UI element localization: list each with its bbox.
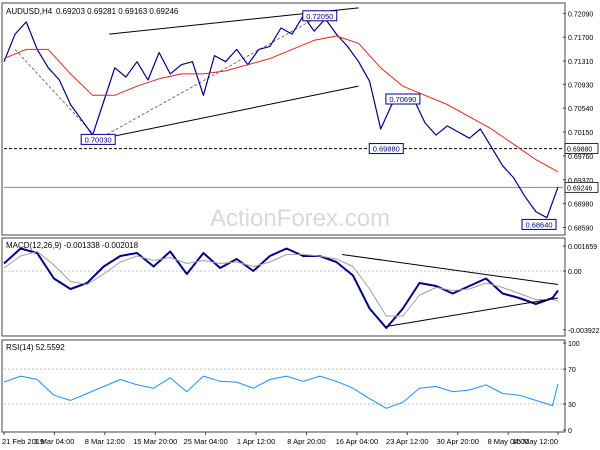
x-tick-label: 1 Apr 12:00 — [237, 437, 275, 446]
swing-connector — [97, 15, 320, 140]
trendline — [386, 297, 559, 327]
y-tick-label: 0.68590 — [568, 225, 593, 232]
annotation-box — [302, 10, 338, 22]
series-line-0 — [3, 247, 559, 329]
x-tick-label: 1 Mar 04:00 — [34, 437, 74, 446]
y-tick-label: 0.68980 — [568, 202, 593, 209]
macd-panel: 0.001659 0.00 -0.003922 — [3, 244, 600, 335]
y-tick-label: 0.72090 — [568, 11, 593, 18]
annotation-box — [521, 218, 557, 230]
x-tick-label: 8 Apr 20:00 — [287, 437, 325, 446]
watermark: ActionForex.com — [210, 205, 390, 232]
annotation-box — [368, 143, 404, 155]
y-tick-label: 0.71700 — [568, 35, 593, 42]
x-tick-label: 15 May 12:00 — [513, 437, 558, 446]
y-tick-label: -0.003922 — [568, 328, 600, 335]
macd-panel-title: MACD(12,26,9) -0.001338 -0.002018 — [6, 241, 139, 250]
price-tag-box — [564, 143, 599, 154]
y-tick-label: 70 — [568, 367, 576, 374]
price-panel-frame — [1, 2, 566, 236]
ohlc-readout: 0.69203 0.69281 0.69163 0.69246 — [56, 7, 179, 16]
price-tag-label: 0.69246 — [567, 185, 592, 192]
series-line-0 — [3, 15, 559, 219]
price-panel-title: AUDUSD,H4 — [6, 7, 53, 16]
price-tag-label: 0.69880 — [567, 147, 592, 154]
price-tag-box — [564, 181, 599, 193]
x-tick-label: 21 Feb 2019 — [2, 437, 44, 446]
y-tick-label: 0.70540 — [568, 106, 593, 113]
y-tick-label: 0.00 — [568, 269, 582, 276]
x-tick-label: 25 Mar 04:00 — [184, 437, 228, 446]
annotation-box — [385, 93, 421, 105]
y-tick-label: 30 — [568, 402, 576, 409]
x-tick-label: 8 May 04:00 — [487, 437, 528, 446]
y-tick-label: 100 — [568, 341, 580, 348]
annotation-label: 0.68640 — [525, 220, 552, 229]
y-tick-label: 0.71310 — [568, 59, 593, 66]
series-line-1 — [3, 35, 559, 173]
annotation-label: 0.69880 — [373, 145, 400, 154]
annotation-box — [80, 133, 116, 145]
x-tick-label: 15 Mar 20:00 — [133, 437, 177, 446]
y-tick-label: 0.69370 — [568, 178, 593, 185]
y-tick-label: 0.001659 — [568, 244, 597, 251]
trendline — [98, 85, 359, 140]
rsi-panel-frame — [1, 339, 566, 433]
y-tick-label: 0.70150 — [568, 130, 593, 137]
x-tick-label: 23 Apr 12:00 — [386, 437, 429, 446]
x-tick-label: 16 Apr 04:00 — [336, 437, 379, 446]
y-tick-label: 0.70930 — [568, 82, 593, 89]
x-tick-label: 30 Apr 20:00 — [436, 437, 479, 446]
rsi-panel-title: RSI(14) 52.5592 — [6, 343, 65, 352]
y-tick-label: 0 — [568, 428, 572, 435]
annotation-label: 0.70030 — [85, 135, 112, 144]
annotation-label: 0.70690 — [389, 95, 416, 104]
x-tick-label: 8 Mar 12:00 — [85, 437, 125, 446]
trendline — [341, 254, 559, 285]
series-line-0 — [3, 375, 559, 409]
macd-panel-frame — [1, 237, 566, 337]
annotation-label: 0.72050 — [306, 12, 333, 21]
price-panel: 0.72090 0.71700 0.71310 0.70930 0.70540 0.701… — [3, 7, 599, 232]
y-tick-label: 0.69760 — [568, 154, 593, 161]
rsi-panel: 100 70 30 0 — [3, 341, 580, 435]
series-line-1 — [3, 251, 559, 317]
